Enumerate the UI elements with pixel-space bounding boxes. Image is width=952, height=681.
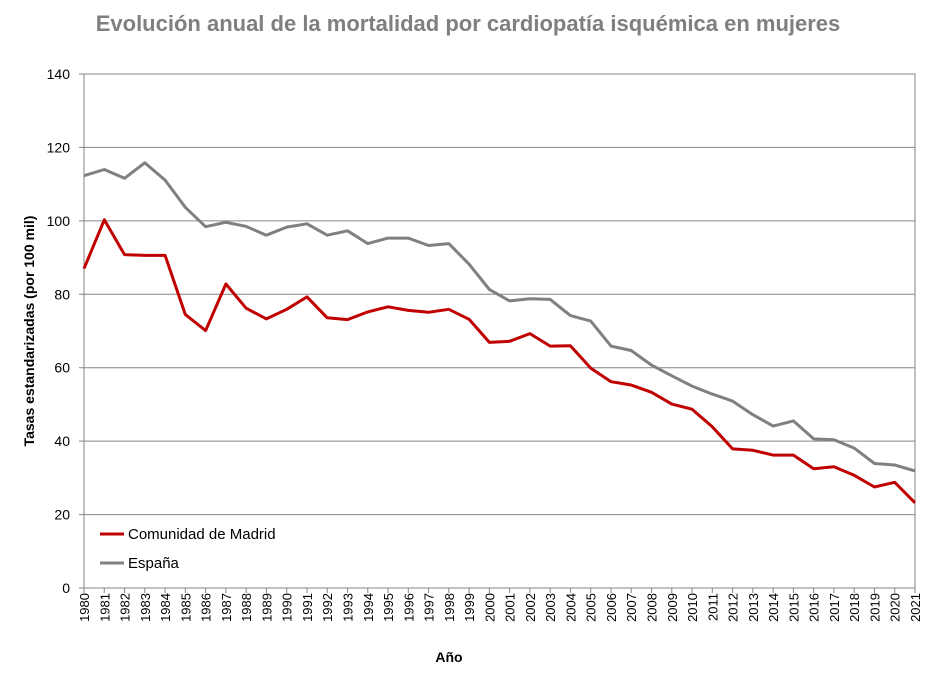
legend-label: España [128,555,180,572]
y-tick-label: 20 [54,507,70,523]
x-tick-label: 1997 [422,593,437,622]
x-tick-label: 1989 [259,593,274,622]
x-tick-label: 2021 [908,593,923,622]
x-tick-label: 1998 [442,593,457,622]
x-tick-label: 2019 [867,593,882,622]
x-tick-label: 2010 [685,593,700,622]
x-tick-label: 2008 [645,593,660,622]
x-tick-label: 1982 [118,593,133,622]
x-axis-ticks: 1980 1981 1982 1983 1984 1985 1986 1987 1988 1989… [77,588,923,622]
series-lines [82,161,917,504]
x-tick-label: 1993 [340,593,355,622]
x-tick-label: 2016 [807,593,822,622]
x-tick-label: 1995 [381,593,396,622]
x-tick-label: 1994 [361,593,376,622]
x-axis-label: Año [435,649,462,665]
y-tick-label: 0 [62,580,70,596]
x-tick-label: 1985 [178,593,193,622]
x-tick-label: 2003 [543,593,558,622]
x-tick-label: 1987 [219,593,234,622]
x-tick-label: 2014 [766,593,781,622]
x-tick-label: 1986 [199,593,214,622]
x-tick-label: 2020 [888,593,903,622]
y-tick-label: 120 [47,139,71,155]
x-tick-label: 2015 [786,593,801,622]
plot-area-border [83,73,916,589]
y-tick-label: 60 [54,360,70,376]
legend: Comunidad de Madrid España [100,526,276,572]
x-tick-label: 2001 [503,593,518,622]
x-tick-label: 2018 [847,593,862,622]
y-axis-ticks: 0 20 40 60 80 100 120 140 [47,66,84,596]
legend-label: Comunidad de Madrid [128,526,276,543]
x-tick-label: 2002 [523,593,538,622]
y-tick-label: 140 [47,66,71,82]
x-tick-label: 2000 [482,593,497,622]
x-tick-label: 1999 [462,593,477,622]
x-tick-label: 1991 [300,593,315,622]
x-tick-label: 1992 [320,593,335,622]
x-tick-label: 1983 [138,593,153,622]
y-tick-label: 80 [54,286,70,302]
x-tick-label: 1988 [239,593,254,622]
y-axis-label: Tasas estandarizadas (por 100 mil) [21,216,37,447]
x-tick-label: 2007 [624,593,639,622]
x-tick-label: 2017 [827,593,842,622]
y-tick-label: 100 [47,213,71,229]
series-line [83,161,916,473]
series-line [82,218,917,504]
x-tick-label: 1996 [401,593,416,622]
x-tick-label: 2013 [746,593,761,622]
x-tick-label: 2009 [665,593,680,622]
x-tick-label: 2006 [604,593,619,622]
x-tick-label: 2011 [705,593,720,621]
x-tick-label: 1990 [280,593,295,622]
x-tick-label: 2004 [563,593,578,622]
x-tick-label: 1984 [158,593,173,622]
x-tick-label: 1981 [97,593,112,622]
chart-title: Evolución anual de la mortalidad por car… [96,11,841,36]
y-tick-label: 40 [54,433,70,449]
x-tick-label: 2012 [726,593,741,622]
x-tick-label: 2005 [584,593,599,622]
x-tick-label: 1980 [77,593,92,622]
